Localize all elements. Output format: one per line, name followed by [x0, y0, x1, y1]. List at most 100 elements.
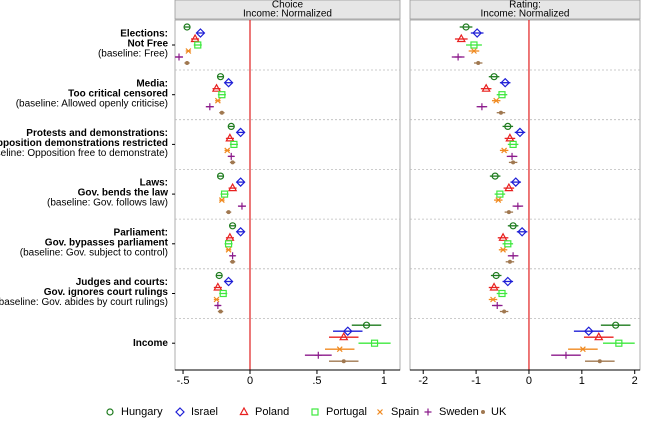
panel: [409, 19, 641, 371]
marker: [579, 346, 586, 353]
row-label: Parliament:: [114, 227, 168, 238]
row-label: Media:: [136, 78, 168, 89]
marker: [216, 172, 225, 180]
marker: [496, 190, 504, 198]
legend-label: Poland: [255, 406, 289, 418]
row-label: (baseline: Allowed openly criticise): [16, 98, 168, 109]
strip: [409, 0, 641, 20]
x-tick-label: 0: [247, 375, 253, 387]
marker: [214, 302, 222, 309]
marker: [500, 77, 511, 88]
marker: [462, 23, 470, 31]
row-label: Too critical censored: [68, 88, 168, 99]
marker: [225, 133, 235, 142]
marker: [510, 177, 521, 187]
marker: [211, 83, 222, 92]
legend-label: Hungary: [121, 406, 163, 418]
row-label: Income: [133, 338, 168, 349]
marker: [190, 33, 200, 43]
row-label: Gov. ignores court rulings: [44, 287, 169, 298]
marker: [514, 202, 522, 210]
legend-marker: [311, 408, 319, 416]
marker: [511, 160, 516, 165]
marker: [214, 97, 221, 104]
marker: [219, 110, 224, 115]
marker: [472, 28, 482, 38]
marker: [342, 326, 353, 337]
marker: [504, 182, 514, 192]
legend-marker: [106, 408, 114, 416]
marker: [228, 222, 237, 230]
marker: [227, 152, 235, 160]
marker: [583, 326, 594, 337]
x-tick-label: 0: [526, 375, 532, 387]
x-tick-label: 1: [381, 375, 387, 387]
marker: [224, 147, 231, 154]
row-label: (baseline: Free): [98, 49, 168, 60]
marker: [505, 133, 515, 142]
marker: [225, 246, 232, 253]
x-tick-label: -1: [471, 375, 481, 387]
marker: [476, 61, 481, 65]
marker: [223, 77, 234, 88]
marker: [218, 197, 225, 204]
marker: [515, 127, 525, 138]
marker: [206, 103, 214, 111]
row-label: Laws:: [140, 178, 168, 189]
marker: [230, 259, 235, 264]
panel: [174, 19, 401, 371]
marker: [229, 252, 237, 260]
marker: [509, 252, 517, 260]
legend-label: Israel: [191, 406, 218, 418]
strip-subtitle: Income: Normalized: [243, 9, 332, 20]
legend-label: Portugal: [326, 406, 367, 418]
marker: [509, 140, 517, 148]
marker: [493, 302, 501, 309]
marker: [218, 309, 223, 314]
row-label: Gov. bypasses parliament: [45, 237, 169, 248]
marker: [456, 33, 466, 43]
marker: [498, 289, 506, 298]
marker: [508, 152, 516, 160]
marker: [454, 53, 462, 61]
row-label: Gov. bends the law: [78, 188, 169, 199]
marker: [185, 48, 192, 54]
marker: [341, 359, 346, 364]
marker: [219, 289, 227, 298]
marker: [502, 276, 513, 287]
marker: [218, 91, 226, 99]
row-label: (baseline: Opposition free to demonstrat…: [0, 148, 168, 159]
marker: [175, 53, 183, 61]
marker: [215, 271, 223, 280]
legend-label: UK: [491, 406, 507, 418]
legend-marker: [239, 406, 249, 416]
row-label: (baseline: Gov. abides by court rulings): [0, 297, 168, 308]
marker: [370, 339, 379, 347]
x-tick-label: .5: [312, 375, 321, 387]
legend-marker: [424, 408, 432, 416]
x-tick-label: 1: [579, 375, 585, 387]
row-label: (baseline: Gov. follows law): [47, 198, 168, 209]
marker: [495, 197, 502, 204]
marker: [509, 222, 517, 230]
marker: [336, 346, 343, 353]
marker: [183, 23, 191, 31]
x-tick-label: -.5: [177, 375, 190, 387]
marker: [230, 140, 238, 148]
row-label: (baseline: Gov. subject to control): [20, 247, 168, 258]
marker: [314, 351, 322, 359]
marker: [471, 48, 477, 54]
strip-title: Rating:: [509, 0, 541, 11]
marker: [493, 97, 500, 104]
legend-label: Spain: [391, 406, 419, 418]
marker: [506, 210, 511, 215]
legend-label: Sweden: [439, 406, 479, 418]
legend-marker: [175, 407, 185, 417]
marker: [213, 282, 223, 291]
marker: [481, 83, 491, 92]
marker: [594, 331, 604, 341]
marker: [490, 296, 496, 303]
marker: [507, 259, 512, 264]
marker: [504, 122, 512, 131]
